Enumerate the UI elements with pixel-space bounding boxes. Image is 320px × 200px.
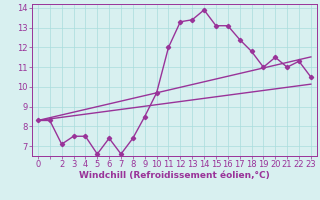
- X-axis label: Windchill (Refroidissement éolien,°C): Windchill (Refroidissement éolien,°C): [79, 171, 270, 180]
